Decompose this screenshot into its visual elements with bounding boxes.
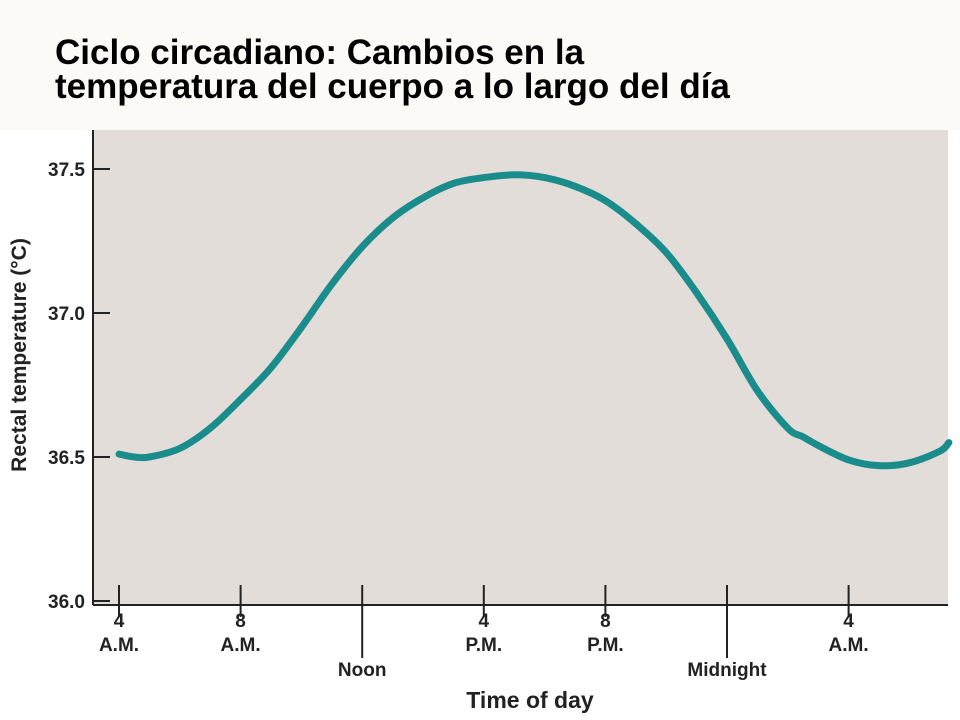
title-band	[0, 0, 960, 130]
temperature-curve	[115, 171, 953, 470]
y-tick-label: 36.5	[48, 448, 85, 469]
x-tick-sublabel: P.M.	[587, 635, 624, 656]
x-marker-label: Noon	[338, 660, 387, 681]
chart-title: Ciclo circadiano: Cambios en la temperat…	[55, 33, 730, 106]
x-axis: 4 A.M. 8 A.M. Noon 4 P.M. 8 P.M. Midnight 4 A.M.	[93, 585, 948, 681]
x-tick-sublabel: A.M.	[221, 635, 261, 656]
x-tick-label: 4	[479, 611, 490, 632]
y-axis: 36.0 36.5 37.0 37.5	[48, 130, 110, 613]
x-marker-label: Midnight	[687, 660, 767, 681]
x-tick-label: 8	[600, 611, 611, 632]
chart-title-line-1: Ciclo circadiano: Cambios en la	[55, 33, 585, 72]
x-tick-label: 4	[114, 611, 125, 632]
y-axis-label: Rectal temperature (°C)	[8, 238, 31, 472]
x-tick-sublabel: A.M.	[829, 635, 869, 656]
plot-area	[93, 130, 948, 605]
x-tick-label: 4	[843, 611, 854, 632]
y-tick-label: 37.5	[48, 160, 85, 181]
x-tick-label: 8	[235, 611, 246, 632]
y-tick-label: 36.0	[48, 592, 85, 613]
x-axis-label: Time of day	[466, 687, 594, 713]
x-tick-sublabel: P.M.	[465, 635, 502, 656]
chart-title-line-2: temperatura del cuerpo a lo largo del dí…	[55, 67, 730, 106]
x-tick-sublabel: A.M.	[99, 635, 139, 656]
y-tick-label: 37.0	[48, 304, 85, 325]
